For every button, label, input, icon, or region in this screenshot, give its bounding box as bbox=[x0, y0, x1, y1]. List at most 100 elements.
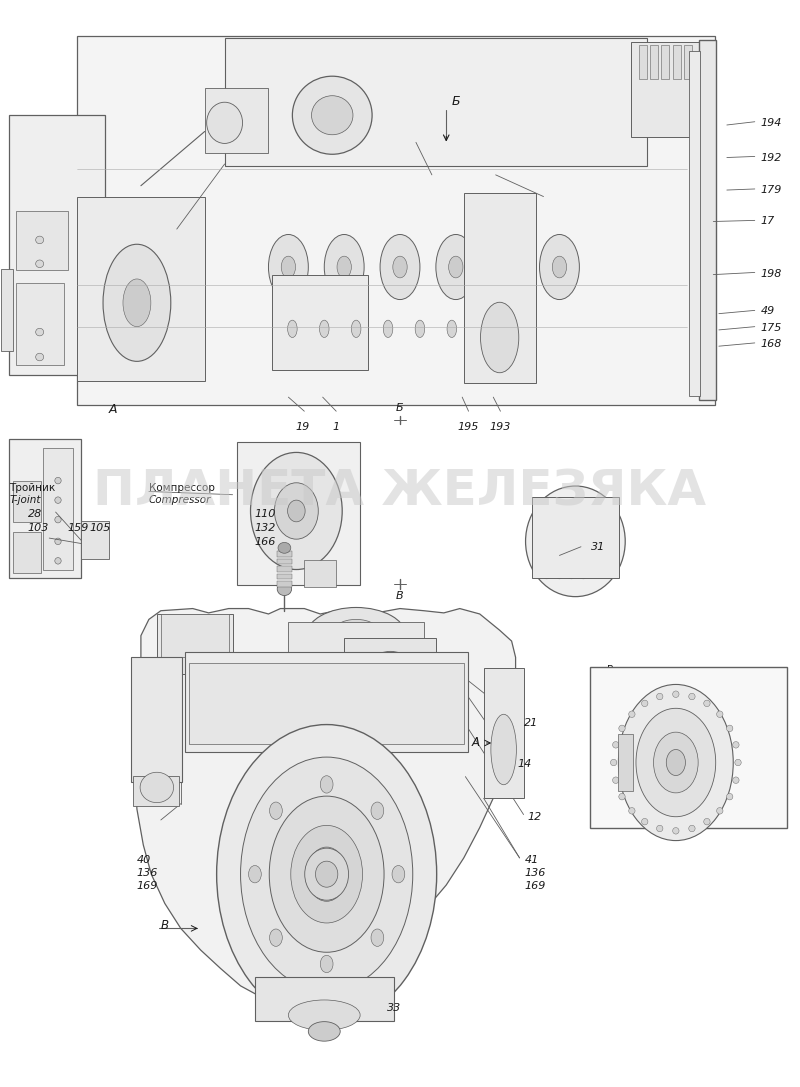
Ellipse shape bbox=[206, 102, 242, 143]
Polygon shape bbox=[135, 609, 515, 1005]
Text: В: В bbox=[396, 591, 404, 601]
Text: 12: 12 bbox=[527, 812, 542, 822]
Ellipse shape bbox=[103, 245, 170, 361]
Text: 193: 193 bbox=[490, 422, 511, 432]
Text: 17: 17 bbox=[760, 216, 774, 226]
Bar bbox=[77, 197, 205, 380]
Ellipse shape bbox=[123, 279, 151, 327]
Circle shape bbox=[636, 709, 716, 816]
Text: 169: 169 bbox=[137, 882, 158, 891]
Ellipse shape bbox=[269, 235, 308, 300]
Text: 19: 19 bbox=[296, 422, 310, 432]
Ellipse shape bbox=[449, 257, 463, 278]
Ellipse shape bbox=[287, 321, 297, 337]
Bar bbox=[133, 775, 179, 805]
Ellipse shape bbox=[552, 257, 566, 278]
Text: 31: 31 bbox=[591, 541, 606, 552]
Text: 110: 110 bbox=[255, 509, 276, 520]
Circle shape bbox=[290, 825, 362, 923]
Text: 200: 200 bbox=[665, 822, 686, 832]
Ellipse shape bbox=[717, 711, 723, 717]
Bar bbox=[14, 532, 42, 573]
Ellipse shape bbox=[380, 235, 420, 300]
Text: 175: 175 bbox=[760, 323, 782, 333]
Text: 136: 136 bbox=[137, 869, 158, 878]
Circle shape bbox=[371, 929, 384, 947]
Ellipse shape bbox=[292, 76, 372, 154]
Ellipse shape bbox=[539, 235, 579, 300]
Ellipse shape bbox=[315, 861, 338, 887]
Circle shape bbox=[270, 796, 384, 952]
Circle shape bbox=[217, 725, 437, 1024]
Ellipse shape bbox=[657, 694, 663, 700]
Text: В: В bbox=[161, 919, 169, 932]
Ellipse shape bbox=[324, 235, 364, 300]
Text: Б: Б bbox=[452, 95, 461, 108]
Bar bbox=[16, 211, 67, 271]
Circle shape bbox=[306, 847, 346, 901]
Ellipse shape bbox=[55, 497, 61, 503]
Bar bbox=[650, 45, 658, 79]
Text: 41: 41 bbox=[524, 855, 538, 865]
Bar bbox=[278, 551, 291, 557]
Circle shape bbox=[270, 929, 282, 947]
Bar bbox=[81, 521, 109, 559]
Bar bbox=[16, 284, 63, 364]
Bar bbox=[278, 574, 291, 579]
Ellipse shape bbox=[436, 235, 476, 300]
Text: 28: 28 bbox=[28, 509, 42, 520]
Text: 1: 1 bbox=[333, 422, 340, 432]
Circle shape bbox=[320, 955, 333, 973]
Ellipse shape bbox=[288, 1000, 360, 1030]
Ellipse shape bbox=[704, 700, 710, 707]
Bar bbox=[618, 735, 633, 790]
Ellipse shape bbox=[689, 825, 695, 832]
Ellipse shape bbox=[383, 321, 393, 337]
Text: 33: 33 bbox=[387, 1002, 402, 1013]
Text: 49: 49 bbox=[760, 307, 774, 316]
Ellipse shape bbox=[393, 257, 407, 278]
Ellipse shape bbox=[526, 486, 626, 597]
Text: 192: 192 bbox=[760, 152, 782, 163]
Text: 105: 105 bbox=[89, 523, 110, 534]
Ellipse shape bbox=[36, 236, 44, 243]
Ellipse shape bbox=[55, 477, 61, 484]
Bar bbox=[278, 566, 291, 572]
Text: 168: 168 bbox=[760, 339, 782, 349]
Ellipse shape bbox=[305, 848, 349, 900]
Ellipse shape bbox=[365, 651, 416, 700]
Text: Б: Б bbox=[396, 403, 404, 413]
Ellipse shape bbox=[566, 566, 577, 578]
Ellipse shape bbox=[629, 808, 635, 814]
Ellipse shape bbox=[618, 794, 625, 800]
Ellipse shape bbox=[337, 257, 351, 278]
Ellipse shape bbox=[735, 759, 742, 765]
Ellipse shape bbox=[501, 257, 515, 278]
Ellipse shape bbox=[36, 260, 44, 267]
Bar bbox=[662, 45, 670, 79]
Ellipse shape bbox=[610, 759, 617, 765]
Bar bbox=[189, 663, 464, 745]
Circle shape bbox=[241, 757, 413, 991]
Text: 169: 169 bbox=[524, 882, 546, 891]
Text: 136: 136 bbox=[524, 869, 546, 878]
Ellipse shape bbox=[578, 566, 589, 578]
Ellipse shape bbox=[351, 321, 361, 337]
Bar bbox=[484, 669, 523, 798]
Ellipse shape bbox=[689, 694, 695, 700]
Bar bbox=[10, 115, 105, 375]
Bar bbox=[237, 441, 360, 585]
Ellipse shape bbox=[618, 725, 625, 732]
Text: T-joint: T-joint bbox=[10, 495, 41, 504]
Text: Тройник: Тройник bbox=[10, 483, 56, 492]
Ellipse shape bbox=[673, 691, 679, 698]
Ellipse shape bbox=[673, 827, 679, 834]
Ellipse shape bbox=[250, 452, 342, 570]
Bar bbox=[255, 977, 394, 1021]
Ellipse shape bbox=[726, 725, 733, 732]
Bar bbox=[464, 193, 535, 383]
Ellipse shape bbox=[282, 257, 295, 278]
Ellipse shape bbox=[278, 583, 291, 596]
Circle shape bbox=[392, 865, 405, 883]
Text: не показан: не показан bbox=[623, 678, 681, 688]
